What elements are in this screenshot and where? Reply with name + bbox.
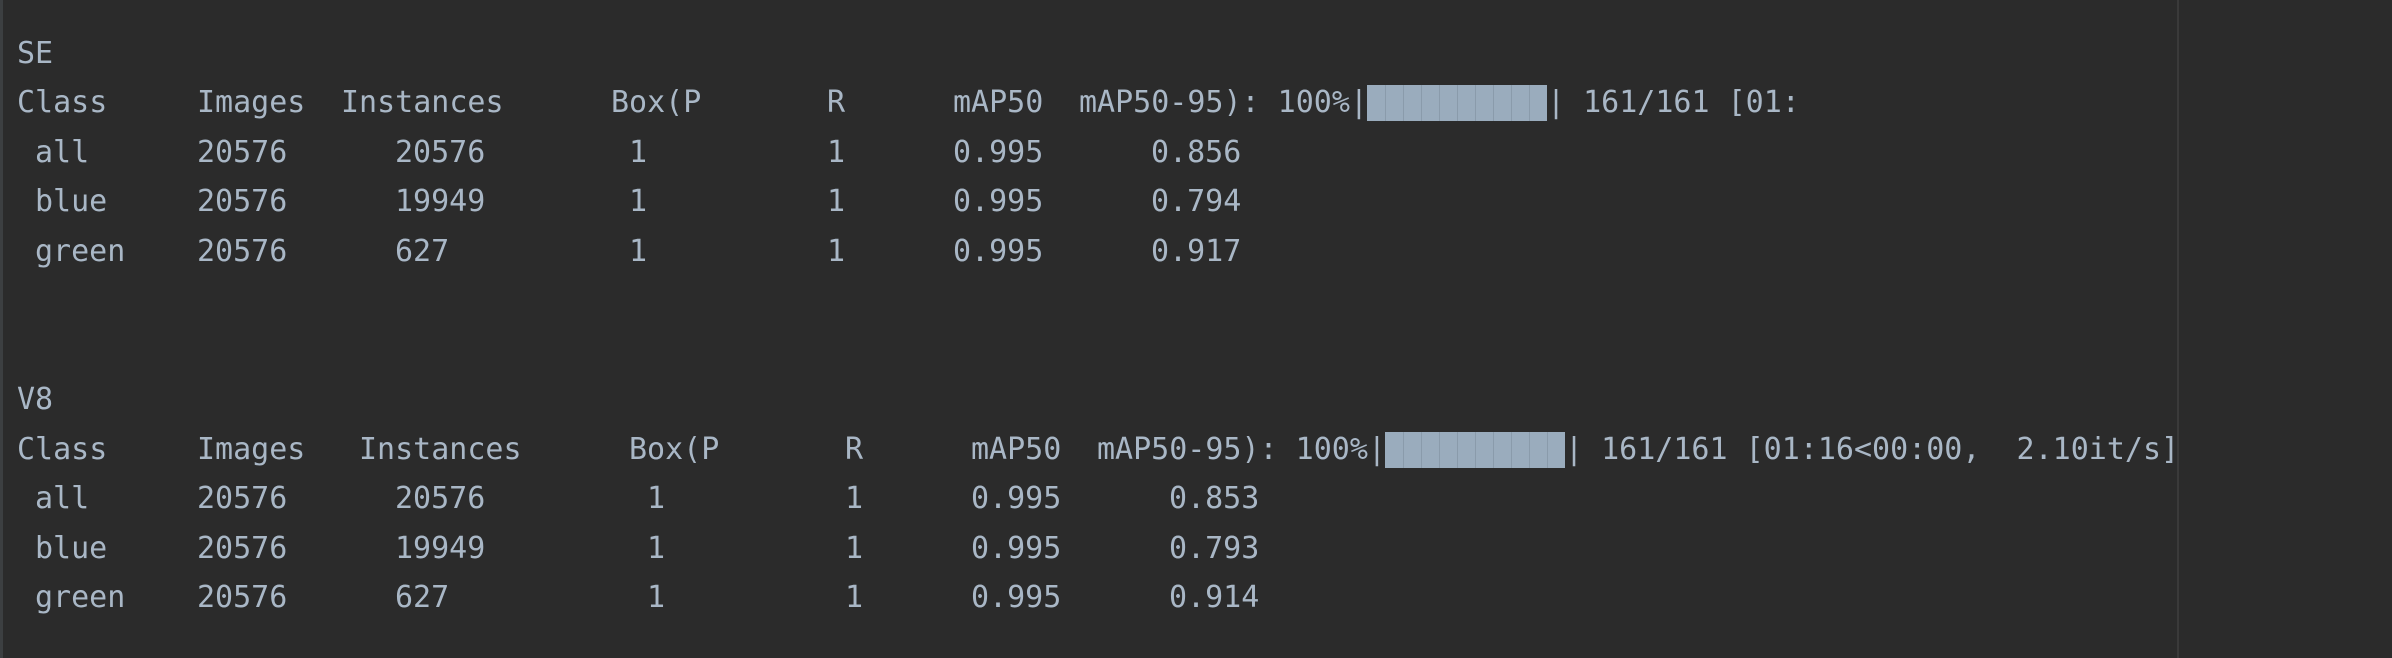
row-images: 20576 bbox=[197, 531, 288, 566]
row-instances: 20576 bbox=[395, 135, 486, 170]
row-map5095: 0.794 bbox=[1151, 184, 1242, 219]
header-images: Images bbox=[197, 432, 306, 467]
row-instances: 627 bbox=[395, 234, 450, 269]
row-recall: 1 bbox=[827, 135, 846, 170]
row-map50: 0.995 bbox=[953, 234, 1044, 269]
header-box-p: Box(P bbox=[611, 85, 702, 120]
row-images: 20576 bbox=[197, 481, 288, 516]
progress-end-text: | 161/161 [01:16<00:00, 2.10it/s] bbox=[1565, 432, 2180, 467]
row-recall: 1 bbox=[827, 184, 846, 219]
row-images: 20576 bbox=[197, 135, 288, 170]
header-class: Class bbox=[17, 85, 108, 120]
header-r: R bbox=[845, 432, 864, 467]
row-map5095: 0.793 bbox=[1169, 531, 1260, 566]
row-instances: 19949 bbox=[395, 531, 486, 566]
row-class: all bbox=[35, 135, 90, 170]
row-class: green bbox=[35, 580, 126, 615]
row-precision: 1 bbox=[629, 234, 648, 269]
row-class: green bbox=[35, 234, 126, 269]
row-precision: 1 bbox=[647, 580, 666, 615]
row-map5095: 0.856 bbox=[1151, 135, 1242, 170]
row-recall: 1 bbox=[845, 481, 864, 516]
header-instances: Instances bbox=[341, 85, 504, 120]
row-instances: 627 bbox=[395, 580, 450, 615]
header-class: Class bbox=[17, 432, 108, 467]
row-map50: 0.995 bbox=[971, 580, 1062, 615]
header-r: R bbox=[827, 85, 846, 120]
progress-bar bbox=[1367, 85, 1547, 121]
row-map50: 0.995 bbox=[953, 135, 1044, 170]
left-gutter bbox=[0, 0, 3, 658]
row-map50: 0.995 bbox=[953, 184, 1044, 219]
section-label-v8: V8 bbox=[17, 382, 54, 417]
progress-end-text: | 161/161 [01: bbox=[1547, 85, 1800, 120]
row-class: blue bbox=[35, 184, 108, 219]
row-class: all bbox=[35, 481, 90, 516]
row-precision: 1 bbox=[647, 481, 666, 516]
row-map50: 0.995 bbox=[971, 531, 1062, 566]
header-images: Images bbox=[197, 85, 306, 120]
row-map50: 0.995 bbox=[971, 481, 1062, 516]
row-precision: 1 bbox=[629, 184, 648, 219]
row-precision: 1 bbox=[629, 135, 648, 170]
row-instances: 19949 bbox=[395, 184, 486, 219]
progress-bar bbox=[1385, 432, 1565, 468]
row-images: 20576 bbox=[197, 184, 288, 219]
row-recall: 1 bbox=[845, 580, 864, 615]
row-recall: 1 bbox=[827, 234, 846, 269]
row-precision: 1 bbox=[647, 531, 666, 566]
header-map5095-progress: mAP50-95): 100%| bbox=[1097, 432, 1386, 467]
header-box-p: Box(P bbox=[629, 432, 720, 467]
row-images: 20576 bbox=[197, 234, 288, 269]
row-map5095: 0.914 bbox=[1169, 580, 1260, 615]
header-instances: Instances bbox=[359, 432, 522, 467]
row-instances: 20576 bbox=[395, 481, 486, 516]
row-map5095: 0.853 bbox=[1169, 481, 1260, 516]
section-label-se: SE bbox=[17, 36, 54, 71]
header-map5095-progress: mAP50-95): 100%| bbox=[1079, 85, 1368, 120]
row-class: blue bbox=[35, 531, 108, 566]
header-map50: mAP50 bbox=[971, 432, 1062, 467]
header-map50: mAP50 bbox=[953, 85, 1044, 120]
row-recall: 1 bbox=[845, 531, 864, 566]
row-map5095: 0.917 bbox=[1151, 234, 1242, 269]
row-images: 20576 bbox=[197, 580, 288, 615]
right-margin-guide bbox=[2177, 0, 2179, 658]
